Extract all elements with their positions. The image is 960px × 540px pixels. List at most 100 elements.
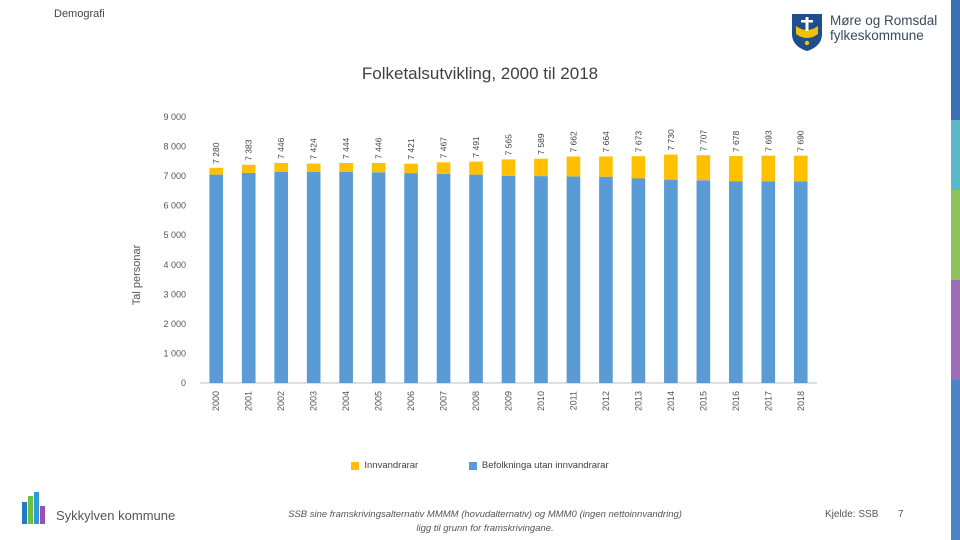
chart-title: Folketalsutvikling, 2000 til 2018 <box>361 64 599 83</box>
plot-area: 0 1 000 2 000 3 000 4 000 5 000 6 000 7 000 8 00… <box>163 112 817 411</box>
page-number: 7 <box>898 509 904 520</box>
bar-segment-innvandrarar <box>339 162 353 172</box>
bar-segment-innvandrarar <box>696 155 711 181</box>
bar-segment-innvandrarar <box>728 156 743 182</box>
x-tick-label: 2009 <box>504 391 514 411</box>
y-tick-label: 7 000 <box>163 171 186 181</box>
x-tick-label: 2006 <box>406 391 416 411</box>
footnote-line-1: SSB sine framskrivingsalternativ MMMM (h… <box>288 509 682 520</box>
bar-segment-befolkning <box>664 179 678 383</box>
x-tick-label: 2014 <box>666 391 676 411</box>
x-tick-label: 2005 <box>374 391 384 411</box>
data-label-total: 7 446 <box>276 137 286 159</box>
y-axis-label: Tal personar <box>131 244 143 305</box>
data-label-total: 7 280 <box>211 142 221 164</box>
data-label-total: 7 707 <box>698 130 708 152</box>
y-tick-label: 5 000 <box>163 230 186 240</box>
bar-segment-befolkning <box>436 173 451 383</box>
logo-line-2: fylkeskommune <box>830 28 924 43</box>
bar-segment-innvandrarar <box>404 163 418 174</box>
side-bar-green <box>951 190 960 280</box>
data-label-total: 7 467 <box>439 137 449 159</box>
data-label-total: 7 446 <box>374 137 384 159</box>
bar-segment-befolkning <box>599 176 613 383</box>
legend-swatch-blue <box>468 461 477 470</box>
bar-segment-befolkning <box>469 174 483 383</box>
x-tick-label: 2001 <box>244 391 254 411</box>
bar-segment-innvandrarar <box>469 161 483 175</box>
bar-segment-innvandrarar <box>436 162 451 174</box>
bar-segment-befolkning <box>728 181 743 383</box>
data-label-total: 7 690 <box>796 130 806 152</box>
legend-item-befolkning: Befolkninga utan innvandrarar <box>468 460 609 471</box>
bar-segment-befolkning <box>501 175 516 383</box>
bar-segment-befolkning <box>241 172 256 383</box>
legend-swatch-yellow <box>351 461 360 470</box>
x-tick-label: 2017 <box>763 391 773 411</box>
municipality-name: Sykkylven kommune <box>56 508 176 523</box>
bar-segment-befolkning <box>371 172 386 383</box>
side-bar-blue-lower <box>951 380 960 540</box>
data-label-total: 7 693 <box>763 130 773 152</box>
bar-segment-befolkning <box>631 178 646 383</box>
y-tick-label: 0 <box>181 378 186 388</box>
municipality-logo-icon <box>22 492 45 524</box>
data-label-total: 7 664 <box>601 131 611 153</box>
data-label-total: 7 730 <box>666 129 676 151</box>
bar-segment-innvandrarar <box>501 159 516 176</box>
bar-segment-befolkning <box>793 181 808 383</box>
bar-segment-innvandrarar <box>306 163 321 172</box>
bar-segment-befolkning <box>339 171 353 383</box>
footnote: SSB sine framskrivingsalternativ MMMM (h… <box>240 508 730 536</box>
y-tick-label: 1 000 <box>163 348 186 358</box>
x-tick-label: 2010 <box>536 391 546 411</box>
bar-segment-befolkning <box>761 181 776 383</box>
legend-label-befolkning: Befolkninga utan innvandrarar <box>481 460 609 471</box>
bar-segment-befolkning <box>404 173 418 383</box>
data-label-total: 7 444 <box>341 137 351 159</box>
x-tick-label: 2013 <box>633 391 643 411</box>
bar-segment-innvandrarar <box>241 164 256 173</box>
x-tick-label: 2000 <box>211 391 221 411</box>
y-tick-label: 9 000 <box>163 112 186 122</box>
x-tick-label: 2007 <box>439 391 449 411</box>
section-label: Demografi <box>54 8 105 20</box>
legend-label-innvandrarar: Innvandrarar <box>364 460 419 471</box>
bar-segment-innvandrarar <box>274 162 289 172</box>
footnote-line-2: ligg til grunn for framskrivingane. <box>416 523 554 534</box>
bar-segment-befolkning <box>534 176 548 383</box>
side-bar-purple <box>951 280 960 380</box>
bar-segment-innvandrarar <box>371 162 386 173</box>
x-tick-label: 2003 <box>309 391 319 411</box>
bar-segment-innvandrarar <box>631 156 646 179</box>
y-tick-label: 4 000 <box>163 260 186 270</box>
bar-segment-innvandrarar <box>793 155 808 182</box>
data-label-total: 7 662 <box>568 131 578 153</box>
bar-segment-befolkning <box>209 174 224 383</box>
bar-segment-innvandrarar <box>664 154 678 180</box>
data-label-total: 7 424 <box>309 138 319 160</box>
bar-segment-innvandrarar <box>209 167 224 175</box>
bar-segment-innvandrarar <box>534 158 548 177</box>
county-logo: Møre og Romsdal fylkeskommune <box>790 12 940 56</box>
coat-of-arms-icon <box>792 14 822 51</box>
bar-segment-innvandrarar <box>566 156 581 177</box>
side-bar-blue <box>951 0 960 120</box>
source-label: Kjelde: SSB <box>825 509 879 520</box>
data-label-total: 7 673 <box>633 131 643 153</box>
data-label-total: 7 421 <box>406 138 416 160</box>
data-label-total: 7 383 <box>244 139 254 161</box>
x-tick-label: 2002 <box>276 391 286 411</box>
x-tick-label: 2011 <box>568 391 578 410</box>
data-label-total: 7 678 <box>731 131 741 153</box>
legend-item-innvandrarar: Innvandrarar <box>351 460 418 471</box>
bar-segment-befolkning <box>566 176 581 383</box>
x-tick-label: 2008 <box>471 391 481 411</box>
x-tick-label: 2012 <box>601 391 611 411</box>
side-bar-teal <box>951 120 960 190</box>
decorative-side-bars <box>946 0 960 540</box>
x-tick-label: 2015 <box>698 391 708 411</box>
y-tick-label: 8 000 <box>163 142 186 152</box>
x-tick-label: 2016 <box>731 391 741 411</box>
y-tick-label: 3 000 <box>163 289 186 299</box>
